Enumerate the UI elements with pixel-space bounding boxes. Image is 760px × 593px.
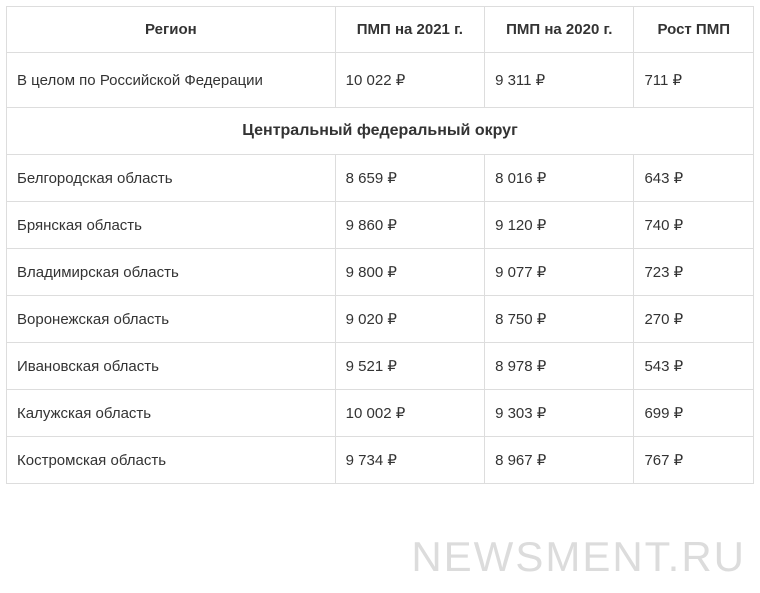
col-header-growth: Рост ПМП xyxy=(634,7,754,53)
table-row: Воронежская область 9 020 ₽ 8 750 ₽ 270 … xyxy=(7,296,754,343)
region-cell: Воронежская область xyxy=(7,296,336,343)
pmp-2020-cell: 8 967 ₽ xyxy=(485,437,634,484)
growth-cell: 270 ₽ xyxy=(634,296,754,343)
table-row: Ивановская область 9 521 ₽ 8 978 ₽ 543 ₽ xyxy=(7,343,754,390)
section-header-cell: Центральный федеральный округ xyxy=(7,108,754,155)
growth-cell: 643 ₽ xyxy=(634,155,754,202)
table-row: Калужская область 10 002 ₽ 9 303 ₽ 699 ₽ xyxy=(7,390,754,437)
region-cell: Костромская область xyxy=(7,437,336,484)
table-row: Костромская область 9 734 ₽ 8 967 ₽ 767 … xyxy=(7,437,754,484)
growth-cell: 740 ₽ xyxy=(634,202,754,249)
watermark: NEWSMENT.RU xyxy=(411,533,746,581)
col-header-2021: ПМП на 2021 г. xyxy=(335,7,484,53)
pmp-2020-cell: 9 303 ₽ xyxy=(485,390,634,437)
summary-region: В целом по Российской Федерации xyxy=(7,53,336,108)
pmp-2021-cell: 9 800 ₽ xyxy=(335,249,484,296)
table-header-row: Регион ПМП на 2021 г. ПМП на 2020 г. Рос… xyxy=(7,7,754,53)
region-cell: Калужская область xyxy=(7,390,336,437)
pmp-table: Регион ПМП на 2021 г. ПМП на 2020 г. Рос… xyxy=(6,6,754,484)
growth-cell: 767 ₽ xyxy=(634,437,754,484)
growth-cell: 699 ₽ xyxy=(634,390,754,437)
region-cell: Брянская область xyxy=(7,202,336,249)
pmp-2020-cell: 8 978 ₽ xyxy=(485,343,634,390)
section-header-row: Центральный федеральный округ xyxy=(7,108,754,155)
pmp-2021-cell: 9 734 ₽ xyxy=(335,437,484,484)
pmp-2021-cell: 9 860 ₽ xyxy=(335,202,484,249)
pmp-2021-cell: 9 521 ₽ xyxy=(335,343,484,390)
table-row: Брянская область 9 860 ₽ 9 120 ₽ 740 ₽ xyxy=(7,202,754,249)
region-cell: Ивановская область xyxy=(7,343,336,390)
pmp-2021-cell: 9 020 ₽ xyxy=(335,296,484,343)
col-header-region: Регион xyxy=(7,7,336,53)
pmp-2020-cell: 8 016 ₽ xyxy=(485,155,634,202)
col-header-2020: ПМП на 2020 г. xyxy=(485,7,634,53)
summary-2020: 9 311 ₽ xyxy=(485,53,634,108)
growth-cell: 723 ₽ xyxy=(634,249,754,296)
pmp-2021-cell: 8 659 ₽ xyxy=(335,155,484,202)
table-row: Владимирская область 9 800 ₽ 9 077 ₽ 723… xyxy=(7,249,754,296)
pmp-2020-cell: 9 077 ₽ xyxy=(485,249,634,296)
pmp-2020-cell: 8 750 ₽ xyxy=(485,296,634,343)
summary-2021: 10 022 ₽ xyxy=(335,53,484,108)
region-cell: Белгородская область xyxy=(7,155,336,202)
pmp-2021-cell: 10 002 ₽ xyxy=(335,390,484,437)
growth-cell: 543 ₽ xyxy=(634,343,754,390)
table-row: Белгородская область 8 659 ₽ 8 016 ₽ 643… xyxy=(7,155,754,202)
table-container: Регион ПМП на 2021 г. ПМП на 2020 г. Рос… xyxy=(0,0,760,490)
pmp-2020-cell: 9 120 ₽ xyxy=(485,202,634,249)
summary-growth: 711 ₽ xyxy=(634,53,754,108)
summary-row: В целом по Российской Федерации 10 022 ₽… xyxy=(7,53,754,108)
region-cell: Владимирская область xyxy=(7,249,336,296)
